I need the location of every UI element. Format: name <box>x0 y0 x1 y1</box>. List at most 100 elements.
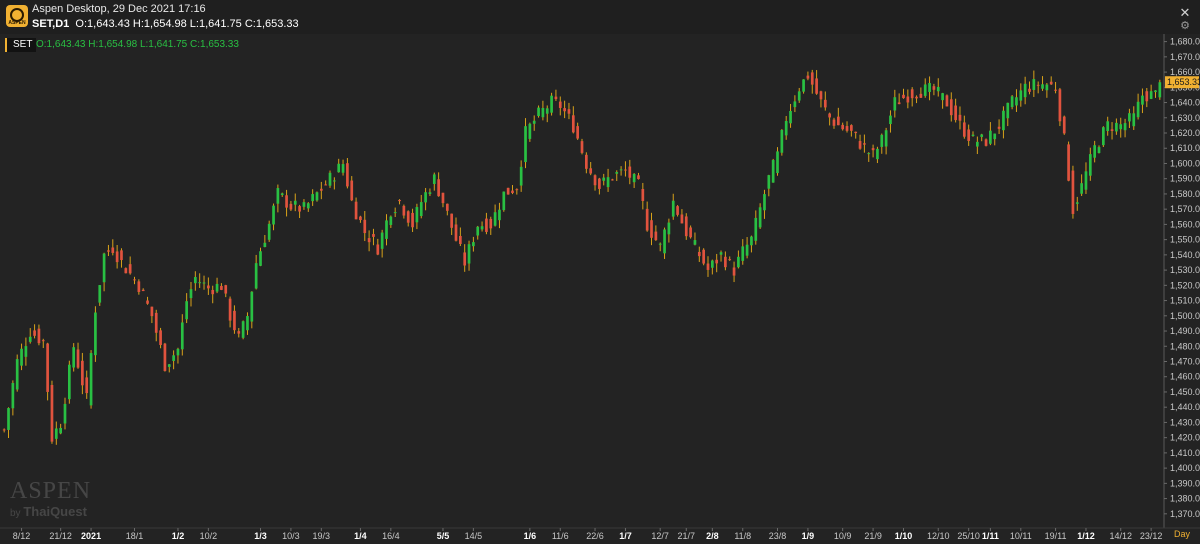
candle-body <box>263 242 267 248</box>
candle-body <box>1149 91 1153 99</box>
y-tick-label: 1,660.00 <box>1170 67 1200 77</box>
candle-body <box>624 169 627 171</box>
candle-body <box>962 122 966 137</box>
y-tick-label: 1,430.00 <box>1170 417 1200 427</box>
candle-body <box>441 192 445 204</box>
y-tick-label: 1,570.00 <box>1170 204 1200 214</box>
timeframe-label[interactable]: Day <box>1173 529 1190 539</box>
candle-body <box>1141 95 1144 105</box>
candle-body <box>771 160 775 183</box>
candle-body <box>20 348 23 366</box>
candle-body <box>241 321 245 338</box>
candle-body <box>854 131 858 134</box>
candle-body <box>1019 90 1023 101</box>
gear-icon[interactable]: ⚙ <box>1180 20 1190 32</box>
y-tick-label: 1,500.00 <box>1170 311 1200 321</box>
candle-body <box>524 126 527 163</box>
x-tick-label: 14/12 <box>1109 531 1132 541</box>
x-tick-label: 1/2 <box>172 531 185 541</box>
candle-body <box>128 264 132 274</box>
candle-body <box>246 316 249 331</box>
candle-body <box>293 200 297 205</box>
candle-body <box>33 330 36 336</box>
candle-body <box>719 252 723 255</box>
candle-body <box>676 206 679 215</box>
candle-body <box>1023 83 1027 98</box>
watermark-by: by <box>10 508 21 519</box>
candle-body <box>932 86 936 90</box>
candle-body <box>724 256 727 268</box>
candle-body <box>380 232 384 249</box>
candle-body <box>185 301 188 320</box>
candle-body <box>463 252 467 266</box>
candle-body <box>789 110 792 124</box>
y-tick-label: 1,390.00 <box>1170 478 1200 488</box>
candle-body <box>111 247 115 253</box>
candle-body <box>832 119 836 126</box>
candle-body <box>289 203 293 210</box>
candle-body <box>897 102 901 105</box>
watermark-brand: ASPEN <box>10 478 92 504</box>
candle-body <box>732 267 736 276</box>
candle-body <box>46 343 49 392</box>
candle-body <box>671 200 675 217</box>
candle-body <box>276 188 280 204</box>
candle-body <box>567 109 571 114</box>
candle-body <box>511 190 514 194</box>
y-tick-label: 1,550.00 <box>1170 235 1200 245</box>
candle-body <box>163 343 167 371</box>
symbol-ohlc-readout: SET,D1 O:1,643.43 H:1,654.98 L:1,641.75 … <box>32 18 299 30</box>
y-tick-label: 1,460.00 <box>1170 372 1200 382</box>
candle-body <box>1097 147 1101 153</box>
x-tick-label: 12/10 <box>927 531 950 541</box>
candle-body <box>94 312 97 356</box>
candle-body <box>1115 122 1118 132</box>
candle-body <box>745 244 749 256</box>
candle-body <box>233 310 236 331</box>
candle-body <box>411 212 414 228</box>
candle-body <box>341 164 345 173</box>
candle-body <box>406 211 410 223</box>
candle-body <box>1006 102 1010 119</box>
candle-body <box>1036 84 1040 86</box>
candle-body <box>519 166 523 186</box>
candle-body <box>663 229 666 254</box>
candle-body <box>89 353 93 406</box>
x-tick-label: 14/5 <box>465 531 483 541</box>
candle-body <box>367 238 371 243</box>
candle-body <box>485 218 488 232</box>
candle-body <box>945 95 949 107</box>
candle-body <box>198 282 202 284</box>
candle-body <box>615 172 619 174</box>
candle-body <box>1106 121 1110 132</box>
candle-body <box>67 364 71 400</box>
candle-body <box>667 222 671 235</box>
candle-body <box>980 134 984 137</box>
y-tick-label: 1,440.00 <box>1170 402 1200 412</box>
candle-body <box>563 108 566 112</box>
candle-body <box>715 259 719 264</box>
y-tick-label: 1,520.00 <box>1170 280 1200 290</box>
candle-body <box>393 212 397 214</box>
candle-body <box>480 226 484 230</box>
x-tick-label: 8/12 <box>13 531 31 541</box>
watermark-maker: by ThaiQuest <box>10 504 87 519</box>
candle-body <box>545 108 549 114</box>
candle-body <box>1032 79 1036 90</box>
price-chart[interactable]: 1,680.001,670.001,660.001,650.001,640.00… <box>0 34 1200 544</box>
candle-body <box>658 243 662 245</box>
y-tick-label: 1,380.00 <box>1170 494 1200 504</box>
candle-body <box>949 99 953 116</box>
candle-body <box>7 408 10 430</box>
candle-body <box>815 78 818 94</box>
candle-body <box>193 277 197 284</box>
candle-body <box>889 115 892 125</box>
chart-area[interactable]: 1,680.001,670.001,660.001,650.001,640.00… <box>0 34 1200 544</box>
candle-body <box>159 330 162 345</box>
close-icon[interactable]: ✕ <box>1179 5 1191 20</box>
candle-body <box>137 281 141 292</box>
candle-body <box>1010 96 1014 108</box>
candle-body <box>424 192 427 203</box>
candle-body <box>528 123 532 139</box>
x-tick-label: 1/11 <box>982 531 999 541</box>
